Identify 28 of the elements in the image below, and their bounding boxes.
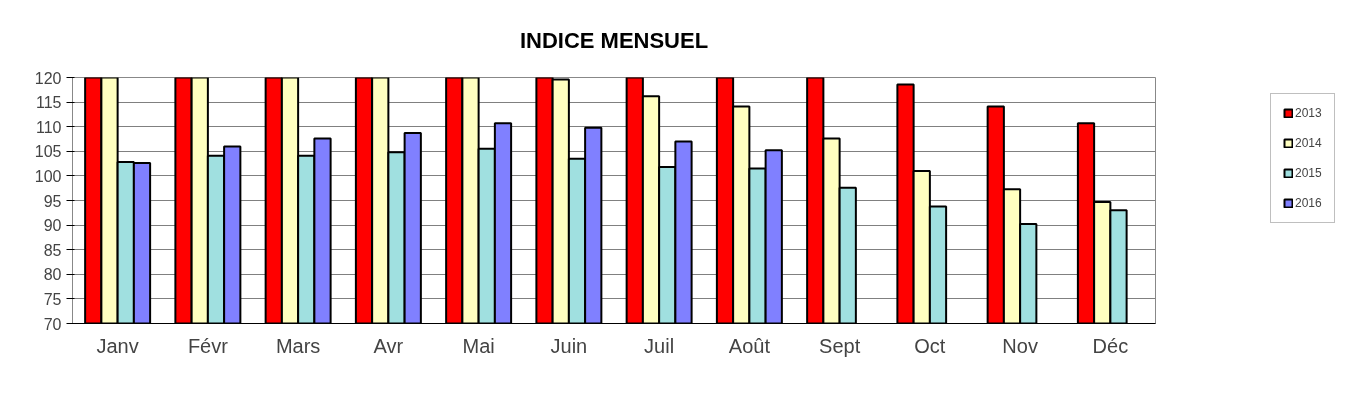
chart-title: INDICE MENSUEL bbox=[519, 27, 709, 53]
y-tick-label: 110 bbox=[35, 118, 62, 136]
y-tick-label: 70 bbox=[43, 315, 62, 333]
x-tick-label: Août bbox=[728, 334, 771, 357]
y-tick-label: 105 bbox=[34, 143, 62, 161]
y-tick-label: 90 bbox=[43, 217, 62, 235]
y-tick-label: 95 bbox=[43, 192, 62, 210]
y-tick-label: 80 bbox=[43, 266, 62, 284]
x-tick-label: Févr bbox=[187, 334, 229, 357]
x-tick-label: Juin bbox=[550, 334, 588, 357]
y-tick-label: 115 bbox=[35, 94, 62, 112]
x-tick-label: Déc bbox=[1092, 334, 1129, 357]
x-tick-label: Janv bbox=[96, 334, 139, 357]
legend-label: 2015 bbox=[1295, 166, 1322, 180]
legend-label: 2013 bbox=[1295, 106, 1322, 120]
legend-label: 2016 bbox=[1295, 196, 1322, 210]
y-tick-label: 85 bbox=[43, 241, 62, 259]
y-tick-label: 75 bbox=[43, 290, 62, 308]
y-tick-label: 100 bbox=[34, 167, 62, 185]
x-tick-label: Mai bbox=[462, 334, 495, 357]
x-tick-label: Oct bbox=[914, 334, 946, 357]
x-tick-label: Mars bbox=[275, 334, 321, 357]
x-tick-label: Avr bbox=[373, 334, 404, 357]
y-tick-label: 120 bbox=[34, 69, 62, 87]
x-tick-label: Sept bbox=[819, 334, 861, 357]
x-tick-label: Nov bbox=[1002, 334, 1038, 357]
x-tick-label: Juil bbox=[644, 334, 675, 357]
legend-label: 2014 bbox=[1295, 136, 1322, 150]
